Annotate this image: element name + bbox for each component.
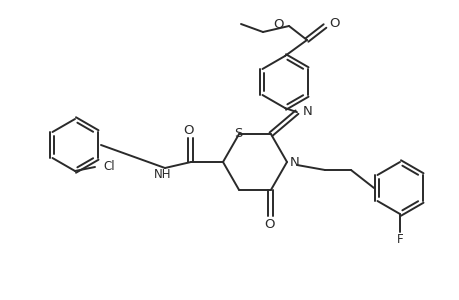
Text: N: N: [290, 155, 299, 169]
Text: O: O: [328, 16, 339, 29]
Text: Cl: Cl: [103, 160, 114, 173]
Text: S: S: [233, 127, 241, 140]
Text: NH: NH: [154, 167, 171, 181]
Text: N: N: [302, 105, 312, 118]
Text: O: O: [273, 17, 283, 31]
Text: O: O: [183, 124, 194, 136]
Text: F: F: [396, 233, 403, 247]
Text: O: O: [264, 218, 274, 231]
